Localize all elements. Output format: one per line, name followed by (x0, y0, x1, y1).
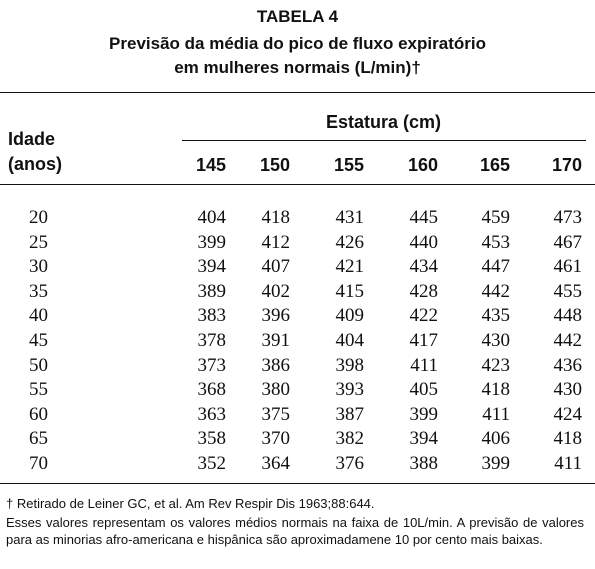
row-header-line1: Idade (8, 129, 56, 149)
row-age: 70 (29, 453, 48, 474)
table-cell: 418 (481, 379, 511, 401)
column-header-150: 150 (259, 155, 290, 175)
table-cell: 424 (553, 403, 583, 425)
row-age: 50 (29, 354, 48, 376)
row-age: 45 (29, 330, 48, 351)
table-cell: 409 (335, 305, 365, 327)
table-cell: 442 (553, 330, 583, 351)
table-cell: 412 (261, 231, 291, 253)
column-header-170: 170 (551, 155, 582, 175)
table-label: TABELA 4 (256, 7, 339, 26)
table-cell: 415 (335, 280, 365, 302)
table-cell: 399 (197, 231, 227, 253)
table-cell: 423 (481, 354, 511, 376)
table-cell: 391 (261, 330, 291, 351)
table-cell: 428 (409, 280, 439, 302)
table-cell: 393 (335, 379, 365, 401)
table-cell: 368 (197, 379, 227, 401)
table-cell: 387 (335, 403, 365, 425)
table-cell: 406 (481, 428, 511, 450)
table-cell: 421 (335, 256, 365, 278)
table-cell: 386 (261, 354, 291, 376)
row-age: 60 (29, 403, 48, 425)
row-age: 30 (29, 256, 48, 278)
table-cell: 376 (335, 453, 365, 474)
table-cell: 404 (335, 330, 365, 351)
table-cell: 467 (553, 231, 583, 253)
table-cell: 418 (553, 428, 583, 450)
table-cell: 399 (409, 403, 439, 425)
table-cell: 370 (261, 428, 291, 450)
table-cell: 389 (197, 280, 227, 302)
column-group-rule (182, 140, 586, 141)
table-cell: 435 (481, 305, 511, 327)
table-cell: 411 (554, 453, 582, 474)
footnote-note: Esses valores representam os valores méd… (6, 515, 584, 547)
table-cell: 459 (481, 207, 511, 228)
table-cell: 375 (261, 403, 291, 425)
bottom-rule (0, 483, 595, 484)
table-cell: 447 (481, 256, 511, 278)
table-cell: 411 (482, 403, 510, 425)
table-cell: 453 (481, 231, 511, 253)
column-header-160: 160 (407, 155, 438, 175)
table-cell: 422 (409, 305, 439, 327)
table-cell: 373 (197, 354, 227, 376)
table-title-line1: Previsão da média do pico de fluxo expir… (109, 34, 486, 53)
table-cell: 407 (261, 256, 291, 278)
column-header-145: 145 (195, 155, 226, 175)
table-cell: 418 (261, 207, 291, 228)
table-cell: 445 (409, 207, 439, 228)
table-cell: 394 (197, 256, 227, 278)
table-cell: 363 (197, 403, 227, 425)
row-age: 25 (29, 231, 48, 253)
table-cell: 431 (335, 207, 365, 228)
table-cell: 434 (409, 256, 439, 278)
table-cell: 382 (335, 428, 365, 450)
table-cell: 404 (197, 207, 227, 228)
table-cell: 383 (197, 305, 227, 327)
table-cell: 405 (409, 379, 439, 401)
table-cell: 358 (197, 428, 227, 450)
table-cell: 398 (335, 354, 365, 376)
table-cell: 461 (553, 256, 583, 278)
column-header-165: 165 (479, 155, 510, 175)
table-cell: 417 (409, 330, 439, 351)
table-cell: 378 (197, 330, 227, 351)
row-header-line2: (anos) (8, 154, 62, 174)
table-cell: 430 (481, 330, 511, 351)
header-bottom-rule (0, 184, 595, 185)
table-cell: 396 (261, 305, 291, 327)
table-cell: 473 (553, 207, 583, 228)
table-cell: 448 (553, 305, 583, 327)
table-cell: 364 (261, 453, 291, 474)
footnote-source: † Retirado de Leiner GC, et al. Am Rev R… (6, 496, 375, 511)
row-age: 55 (29, 379, 48, 401)
table-cell: 394 (409, 428, 439, 450)
top-rule (0, 92, 595, 93)
table-cell: 455 (553, 280, 583, 302)
table-cell: 442 (481, 280, 511, 302)
table-cell: 380 (261, 379, 291, 401)
row-age: 65 (29, 428, 48, 450)
table-cell: 411 (410, 354, 438, 376)
table-cell: 436 (553, 354, 583, 376)
column-header-155: 155 (333, 155, 364, 175)
row-age: 20 (29, 207, 48, 228)
row-age: 40 (29, 305, 48, 327)
table-cell: 430 (553, 379, 583, 401)
table-cell: 399 (481, 453, 511, 474)
table-cell: 440 (409, 231, 439, 253)
table-title-line2: em mulheres normais (L/min)† (174, 58, 421, 77)
table-cell: 402 (261, 280, 291, 302)
row-age: 35 (29, 280, 48, 302)
table-cell: 352 (197, 453, 227, 474)
table-cell: 388 (409, 453, 439, 474)
column-group-header: Estatura (cm) (326, 112, 442, 132)
table-cell: 426 (335, 231, 365, 253)
